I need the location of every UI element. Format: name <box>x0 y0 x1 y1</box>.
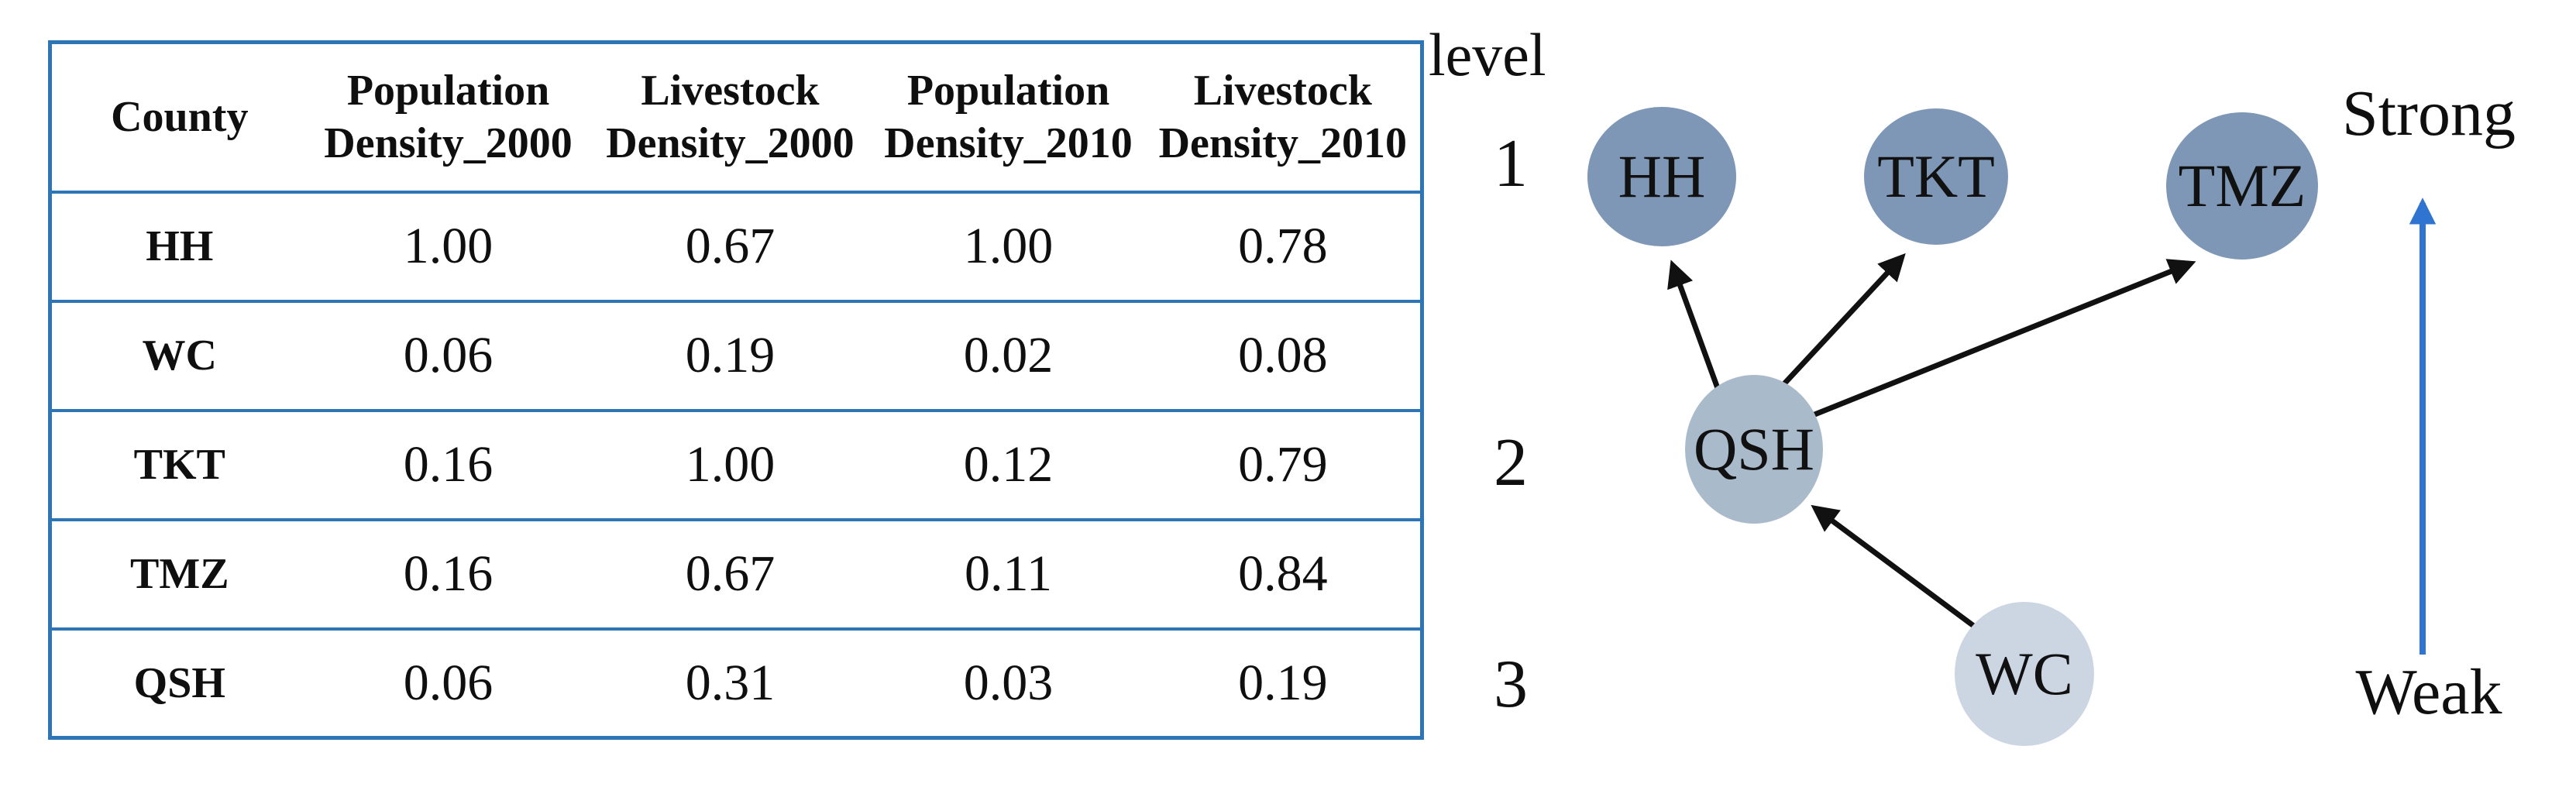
level-1-label: 1 <box>1494 126 1528 201</box>
col-header-livestock-density-2010: Livestock Density_2010 <box>1146 43 1422 192</box>
value-cell: 1.00 <box>307 190 590 301</box>
county-cell: TMZ <box>50 517 308 629</box>
node-label: QSH <box>1693 415 1815 483</box>
value-cell: 0.12 <box>871 408 1146 520</box>
value-cell: 0.16 <box>307 408 590 520</box>
table-row: TKT 0.16 1.00 0.12 0.79 <box>50 408 1422 520</box>
node-qsh: QSH <box>1685 375 1823 524</box>
node-tmz: TMZ <box>2166 112 2318 260</box>
table-header-row: County Population Density_2000 Livestock… <box>50 43 1422 192</box>
value-cell: 0.06 <box>307 627 590 738</box>
county-cell: QSH <box>50 627 308 738</box>
table-row: TMZ 0.16 0.67 0.11 0.84 <box>50 517 1422 629</box>
value-cell: 0.11 <box>871 517 1146 629</box>
node-hh: HH <box>1587 107 1736 246</box>
col-header-population-density-2010: Population Density_2010 <box>871 43 1145 192</box>
value-cell: 0.31 <box>589 627 872 738</box>
table-row: QSH 0.06 0.31 0.03 0.19 <box>50 627 1422 738</box>
header-line: Density_2010 <box>884 119 1133 168</box>
col-header-county: County <box>50 43 308 192</box>
node-label: HH <box>1618 143 1706 210</box>
level-2-label: 2 <box>1494 425 1528 500</box>
header-line: Density_2010 <box>1158 119 1408 168</box>
edge-wc-qsh-arrow <box>1811 504 1980 631</box>
header-line: Livestock <box>641 67 820 115</box>
level-axis-label: level <box>1429 21 1546 88</box>
edge-qsh-tkt-arrow <box>1766 253 1906 404</box>
value-cell: 0.16 <box>307 517 590 629</box>
value-cell: 0.19 <box>589 299 872 411</box>
level-3-label: 3 <box>1494 647 1528 722</box>
header-line: Livestock <box>1193 67 1372 115</box>
node-wc: WC <box>1955 602 2094 746</box>
table-row: WC 0.06 0.19 0.02 0.08 <box>50 299 1422 411</box>
header-line: Population <box>906 67 1110 115</box>
table-row: HH 1.00 0.67 1.00 0.78 <box>50 190 1422 301</box>
edge-qsh-tmz-arrow <box>1800 259 2196 423</box>
county-cell: TKT <box>50 408 308 520</box>
value-cell: 0.79 <box>1145 408 1422 520</box>
node-label: TMZ <box>2178 152 2306 219</box>
node-label: TKT <box>1877 143 1995 210</box>
value-cell: 0.08 <box>1145 299 1422 411</box>
header-label: County <box>111 93 249 142</box>
strength-weak-label: Weak <box>2355 656 2502 728</box>
value-cell: 0.06 <box>307 299 590 411</box>
node-tkt: TKT <box>1864 108 2008 245</box>
value-cell: 0.03 <box>871 627 1146 738</box>
header-line: Density_2000 <box>324 119 573 168</box>
value-cell: 1.00 <box>589 408 872 520</box>
density-table: County Population Density_2000 Livestock… <box>48 40 1424 740</box>
value-cell: 0.67 <box>589 517 872 629</box>
value-cell: 0.78 <box>1145 190 1422 301</box>
county-cell: HH <box>50 190 308 301</box>
col-header-livestock-density-2000: Livestock Density_2000 <box>590 43 872 192</box>
value-cell: 0.02 <box>871 299 1146 411</box>
value-cell: 0.84 <box>1145 517 1422 629</box>
header-line: Population <box>346 67 550 115</box>
strength-strong-label: Strong <box>2341 77 2516 150</box>
col-header-population-density-2000: Population Density_2000 <box>308 43 590 192</box>
value-cell: 0.19 <box>1145 627 1422 738</box>
hierarchy-diagram: level 1 2 3 HH TKT TMZ QSH WC Strong Wea… <box>1424 0 2576 794</box>
value-cell: 1.00 <box>871 190 1146 301</box>
header-line: Density_2000 <box>606 119 855 168</box>
county-cell: WC <box>50 299 308 411</box>
value-cell: 0.67 <box>589 190 872 301</box>
node-label: WC <box>1976 640 2073 707</box>
